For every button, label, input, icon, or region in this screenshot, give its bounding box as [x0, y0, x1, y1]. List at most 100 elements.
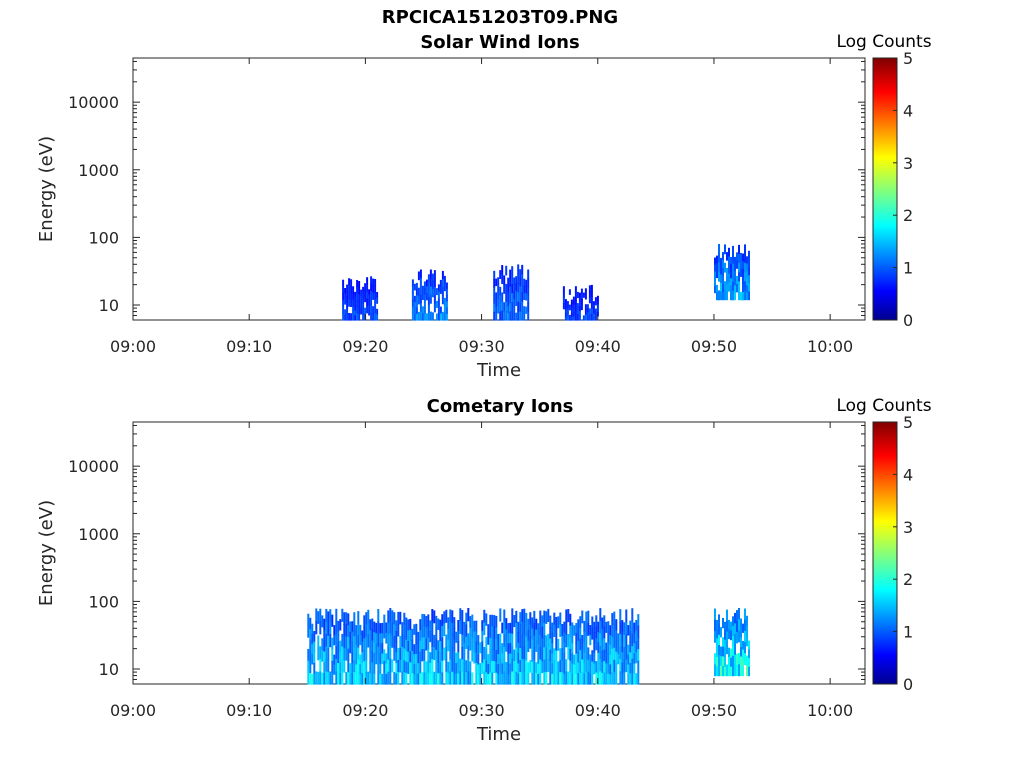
- spectrogram-cell: [489, 614, 492, 627]
- spectrogram-cell: [597, 632, 600, 644]
- spectrogram-cell: [631, 620, 634, 635]
- spectrogram-cell: [599, 646, 602, 660]
- spectrogram-cell: [463, 642, 466, 654]
- spectrogram-cell: [349, 631, 352, 643]
- spectrogram-cell: [493, 626, 496, 639]
- spectrogram-cell: [594, 301, 597, 306]
- spectrogram-cell: [553, 624, 556, 637]
- spectrogram-cell: [333, 654, 336, 665]
- spectrogram-cell: [720, 656, 722, 667]
- colorbar-tick-label: 5: [903, 49, 913, 68]
- spectrogram-cell: [718, 271, 720, 282]
- spectrogram-cell: [345, 648, 348, 661]
- spectrogram-cell: [427, 304, 430, 313]
- spectrogram-cell: [429, 652, 432, 664]
- spectrogram-cell: [631, 633, 634, 647]
- spectrogram-cell: [445, 634, 448, 648]
- spectrogram-cell: [623, 671, 626, 685]
- spectrogram-cell: [485, 672, 488, 685]
- spectrogram-cell: [485, 636, 488, 650]
- spectrogram-cell: [351, 673, 354, 685]
- spectrogram-cell: [517, 282, 520, 293]
- spectrogram-cell: [545, 635, 548, 649]
- spectrogram-cell: [455, 631, 458, 643]
- spectrogram-cell: [370, 276, 373, 285]
- spectrogram-cell: [493, 661, 496, 674]
- spectrogram-cell: [541, 626, 544, 639]
- spectrogram-cell: [383, 614, 386, 627]
- spectrogram-cell: [577, 640, 580, 653]
- spectrogram-cell: [527, 277, 530, 287]
- spectrogram-cell: [730, 257, 732, 265]
- spectrogram-cell: [730, 285, 732, 294]
- spectrogram-cell: [519, 624, 522, 637]
- spectrogram-cell: [611, 672, 614, 685]
- spectrogram-cell: [437, 305, 440, 314]
- spectrogram-cell: [507, 284, 510, 293]
- spectrogram-cell: [419, 651, 422, 663]
- spectrogram-cell: [515, 283, 518, 292]
- spectrogram-cell: [575, 673, 578, 685]
- spectrogram-cell: [493, 311, 496, 321]
- spectrogram-cell: [465, 672, 468, 685]
- spectrogram-cell: [361, 641, 364, 653]
- spectrogram-cell: [583, 631, 586, 643]
- spectrogram-cell: [479, 663, 482, 675]
- spectrogram-cell: [327, 659, 330, 673]
- spectrogram-cell: [562, 291, 565, 298]
- spectrogram-cell: [313, 641, 316, 653]
- spectrogram-cell: [509, 303, 512, 313]
- spectrogram-cell: [441, 287, 444, 297]
- spectrogram-cell: [590, 308, 593, 315]
- spectrogram-cell: [581, 647, 584, 661]
- spectrogram-cell: [635, 630, 638, 642]
- spectrogram-data: [307, 608, 750, 685]
- spectrogram-cell: [499, 295, 502, 304]
- spectrogram-cell: [744, 619, 746, 632]
- spectrogram-cell: [581, 659, 584, 673]
- spectrogram-cell: [379, 643, 382, 655]
- spectrogram-cell: [545, 611, 548, 624]
- spectrogram-cell: [511, 621, 514, 635]
- spectrogram-cell: [461, 671, 464, 685]
- spectrogram-cell: [615, 619, 618, 631]
- spectrogram-cell: [329, 634, 332, 648]
- spectrogram-cell: [551, 622, 554, 634]
- spectrogram-cell: [443, 611, 446, 624]
- spectrogram-cell: [365, 660, 368, 673]
- spectrogram-cell: [345, 636, 348, 649]
- spectrogram-cell: [597, 673, 600, 685]
- spectrogram-cell: [439, 651, 442, 664]
- spectrogram-cell: [611, 636, 614, 650]
- spectrogram-cell: [376, 314, 379, 321]
- spectrogram-cell: [354, 315, 357, 321]
- spectrogram-cell: [469, 627, 472, 640]
- spectrogram-cell: [588, 285, 591, 292]
- spectrogram-cell: [439, 641, 442, 653]
- spectrogram-cell: [461, 622, 464, 636]
- spectrogram-cell: [726, 291, 728, 301]
- spectrogram-cell: [409, 651, 412, 663]
- spectrogram-cell: [533, 671, 536, 685]
- spectrogram-cell: [348, 278, 351, 286]
- spectrogram-cell: [501, 653, 504, 665]
- spectrogram-cell: [503, 659, 506, 673]
- spectrogram-cell: [358, 313, 361, 321]
- spectrogram-cell: [521, 634, 524, 648]
- spectrogram-cell: [437, 312, 440, 321]
- spectrogram-cell: [467, 608, 470, 622]
- spectrogram-cell: [578, 310, 581, 317]
- spectrogram-cell: [507, 643, 510, 655]
- spectrogram-cell: [594, 297, 597, 302]
- spectrogram-cell: [541, 649, 544, 662]
- spectrogram-cell: [473, 652, 476, 664]
- spectrogram-cell: [437, 651, 440, 663]
- spectrogram-cell: [531, 650, 534, 663]
- spectrogram-cell: [519, 660, 522, 673]
- spectrogram-cell: [590, 302, 593, 309]
- spectrogram-cell: [445, 288, 448, 296]
- spectrogram-cell: [583, 642, 586, 654]
- spectrogram-cell: [557, 661, 560, 674]
- spectrogram-cell: [732, 655, 734, 667]
- spectrogram-cell: [555, 628, 558, 640]
